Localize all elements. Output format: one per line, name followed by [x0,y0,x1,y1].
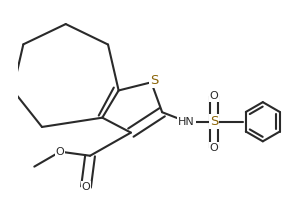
Text: S: S [210,115,218,128]
Text: O: O [82,182,90,192]
Text: HN: HN [178,117,195,127]
Text: O: O [56,147,65,157]
Text: O: O [209,91,218,101]
Text: S: S [150,74,159,87]
Text: O: O [209,143,218,153]
